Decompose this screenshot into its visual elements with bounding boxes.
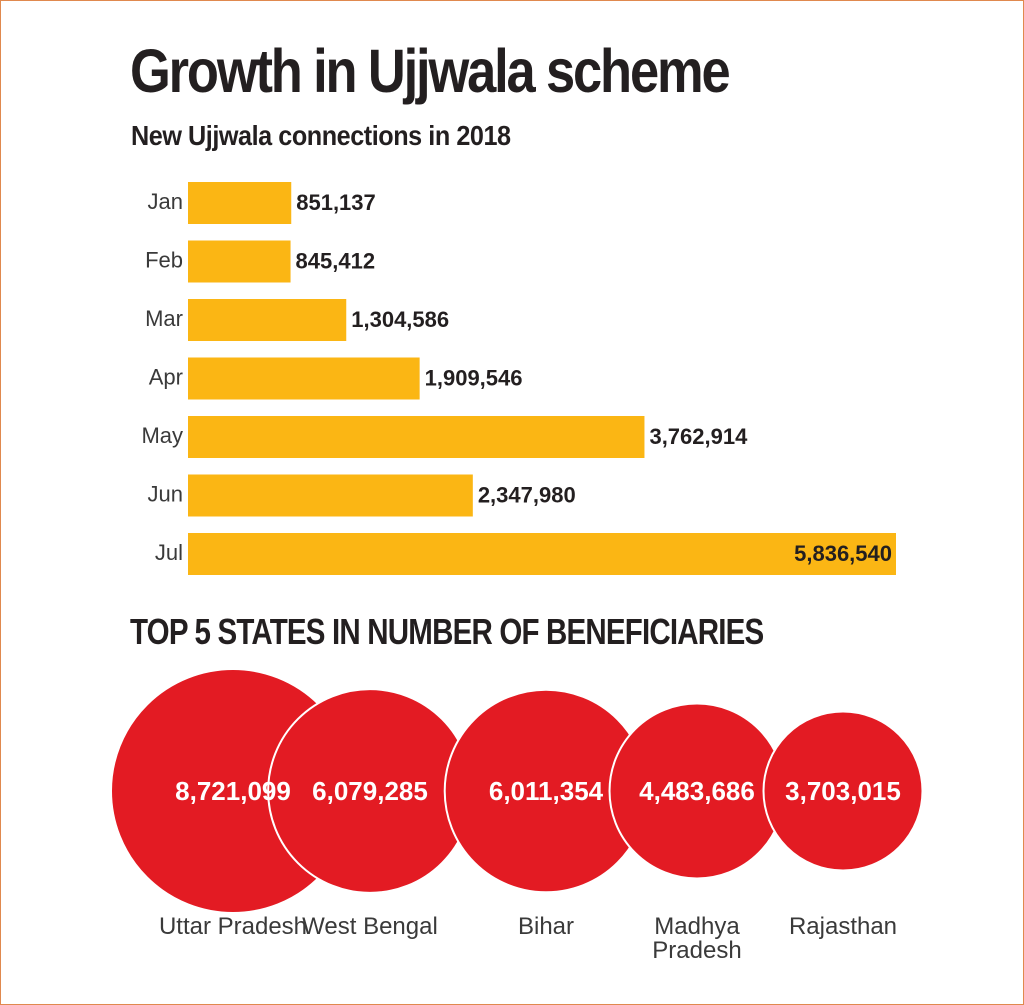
bubble-value-label: 3,703,015 <box>785 776 901 806</box>
bar-category-label: Jul <box>155 540 183 565</box>
bar-jun <box>188 474 473 517</box>
bar-value-label: 845,412 <box>296 249 376 274</box>
bar-apr <box>188 357 420 400</box>
monthly-connections-bar-chart: Jan 851,137 Feb 845,412 Mar 1,304,586 Apr 1,909… <box>141 182 896 575</box>
section-title-top-states: TOP 5 STATES IN NUMBER OF BENEFICIARIES <box>130 611 764 652</box>
top-states-bubble-chart: 8,721,099 Uttar Pradesh 6,079,285 West Beng… <box>110 668 924 964</box>
state-name-label: Madhya <box>654 913 740 940</box>
bar-category-label: Feb <box>145 248 183 273</box>
bubble-value-label: 6,011,354 <box>489 776 604 806</box>
bar-jan <box>188 182 292 224</box>
bubble-value-label: 4,483,686 <box>639 776 755 806</box>
state-name-label: Pradesh <box>652 937 741 964</box>
bar-jul <box>188 533 896 575</box>
state-name-label: West Bengal <box>302 913 438 940</box>
state-name-label: Bihar <box>518 913 574 940</box>
bar-category-label: Jun <box>148 482 183 507</box>
bar-value-label: 2,347,980 <box>478 483 576 508</box>
chart-title: Growth in Ujjwala scheme <box>130 37 731 105</box>
bar-category-label: May <box>141 423 183 448</box>
bar-value-label: 851,137 <box>296 190 376 215</box>
bar-category-label: Jan <box>148 189 183 214</box>
bar-mar <box>188 299 347 341</box>
bar-value-label: 3,762,914 <box>649 424 748 449</box>
bar-may <box>188 416 645 458</box>
bubble-value-label: 6,079,285 <box>312 776 428 806</box>
bubble-value-label: 8,721,099 <box>175 776 291 806</box>
bar-value-label: 1,304,586 <box>351 307 449 332</box>
chart-subtitle: New Ujjwala connections in 2018 <box>131 120 511 151</box>
state-name-label: Uttar Pradesh <box>159 913 307 940</box>
bar-value-label: 1,909,546 <box>425 366 523 391</box>
bar-value-label: 5,836,540 <box>794 541 892 566</box>
bar-category-label: Mar <box>145 306 183 331</box>
bar-category-label: Apr <box>149 365 183 390</box>
state-name-label: Rajasthan <box>789 913 897 940</box>
bar-feb <box>188 240 291 283</box>
bubble-rajasthan <box>762 710 924 872</box>
